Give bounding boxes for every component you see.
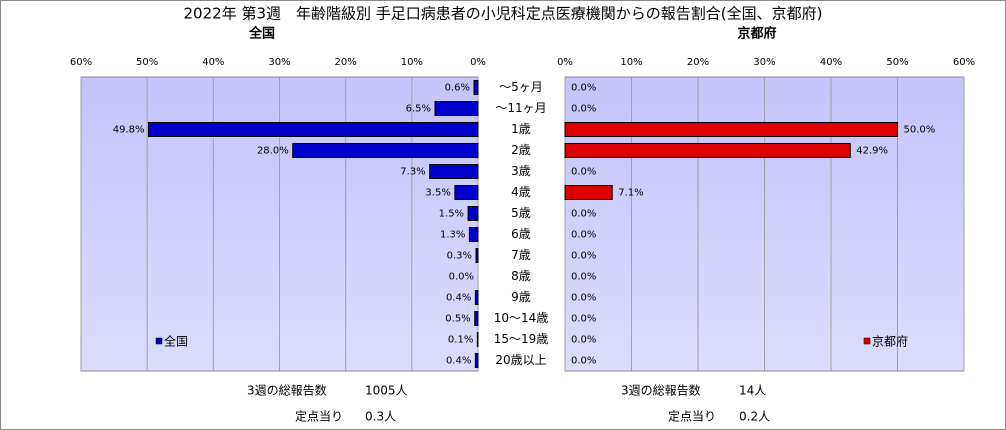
legend-swatch [863, 337, 871, 345]
chart-title: 2022年 第3週 年齢階級別 手足口病患者の小児科定点医療機関からの報告割合(… [184, 5, 823, 23]
legend-swatch [155, 337, 163, 345]
x-tick-label: 40% [202, 57, 224, 68]
bar [292, 143, 479, 158]
data-label: 0.3% [447, 251, 472, 262]
data-label: 0.5% [445, 314, 470, 325]
data-label: 1.3% [440, 230, 465, 241]
data-label: 0.0% [571, 272, 596, 283]
data-label: 0.0% [571, 230, 596, 241]
category-label: 5歳 [511, 206, 531, 220]
data-label: 0.0% [571, 104, 596, 115]
bar [474, 290, 479, 305]
x-tick-label: 30% [268, 57, 290, 68]
data-label: 0.0% [571, 314, 596, 325]
category-label: 7歳 [511, 248, 531, 262]
x-tick-label: 20% [335, 57, 357, 68]
x-tick-label: 30% [753, 57, 775, 68]
footer-label: 3週の総報告数 [247, 383, 327, 398]
x-tick-label: 60% [70, 57, 92, 68]
data-label: 0.0% [449, 272, 474, 283]
x-tick-label: 40% [820, 57, 842, 68]
legend-label: 京都府 [872, 334, 908, 349]
data-label: 0.0% [571, 209, 596, 220]
x-tick-label: 50% [886, 57, 908, 68]
footer-value: 0.3人 [365, 410, 396, 424]
data-label: 7.3% [400, 167, 425, 178]
data-label: 0.1% [448, 335, 473, 346]
data-label: 28.0% [257, 146, 289, 157]
x-tick-label: 0% [470, 57, 486, 68]
legend-label: 全国 [164, 334, 188, 349]
x-tick-label: 10% [401, 57, 423, 68]
bar [468, 227, 479, 242]
bar [564, 185, 613, 200]
category-label: 15～19歳 [494, 332, 549, 346]
data-label: 0.6% [445, 83, 470, 94]
bar [474, 311, 479, 326]
footer-value: 0.2人 [739, 410, 770, 424]
data-label: 0.4% [446, 356, 471, 367]
bar [476, 332, 479, 347]
data-label: 1.5% [439, 209, 464, 220]
bar [147, 122, 479, 137]
category-label: 20歳以上 [495, 353, 546, 367]
category-label: 8歳 [511, 269, 531, 283]
category-label: 10～14歳 [494, 311, 549, 325]
category-label: 3歳 [511, 164, 531, 178]
bar [475, 248, 479, 263]
x-tick-label: 0% [557, 57, 573, 68]
x-tick-label: 20% [687, 57, 709, 68]
data-label: 49.8% [113, 125, 145, 136]
x-tick-label: 60% [953, 57, 975, 68]
data-label: 6.5% [406, 104, 431, 115]
data-label: 42.9% [856, 146, 888, 157]
bar [473, 80, 479, 95]
bar [434, 101, 479, 116]
bar [474, 353, 479, 368]
subtitle: 京都府 [737, 26, 776, 42]
category-label: 6歳 [511, 227, 531, 241]
x-tick-label: 10% [620, 57, 642, 68]
footer-label: 定点当り [295, 409, 343, 424]
bar [467, 206, 479, 221]
subtitle: 全国 [248, 26, 275, 42]
x-tick-label: 50% [136, 57, 158, 68]
bar [564, 143, 851, 158]
bar [429, 164, 479, 179]
footer-label: 定点当り [668, 409, 716, 424]
category-label: ～11ヶ月 [495, 101, 546, 115]
data-label: 0.0% [571, 356, 596, 367]
data-label: 0.0% [571, 167, 596, 178]
data-label: 0.0% [571, 335, 596, 346]
data-label: 0.0% [571, 83, 596, 94]
footer-value: 14人 [739, 384, 766, 398]
category-label: 4歳 [511, 185, 531, 199]
bar [564, 122, 898, 137]
footer-value: 1005人 [365, 384, 408, 398]
data-label: 0.4% [446, 293, 471, 304]
data-label: 50.0% [904, 125, 936, 136]
category-label: 2歳 [511, 143, 531, 157]
data-label: 3.5% [425, 188, 450, 199]
category-label: ～5ヶ月 [499, 80, 543, 94]
data-label: 0.0% [571, 293, 596, 304]
category-label: 9歳 [511, 290, 531, 304]
data-label: 7.1% [618, 188, 643, 199]
category-label: 1歳 [511, 122, 531, 136]
footer-label: 3週の総報告数 [621, 383, 701, 398]
data-label: 0.0% [571, 251, 596, 262]
bar [454, 185, 479, 200]
